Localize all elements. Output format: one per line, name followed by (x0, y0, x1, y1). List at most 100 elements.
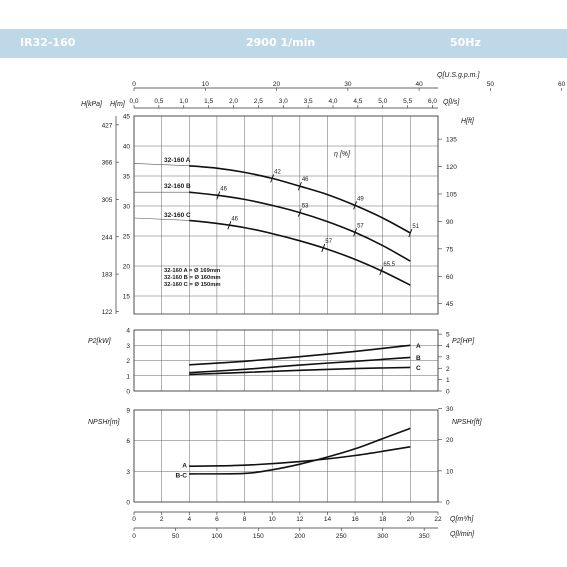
efficiency-tick (297, 208, 302, 217)
efficiency-label: 46 (302, 177, 309, 183)
usgpm-tick-label: 30 (344, 81, 352, 88)
m3h-tick-label: 20 (407, 516, 415, 523)
npsh-m-tick-label: 3 (126, 469, 130, 476)
m3h-tick-label: 4 (187, 516, 191, 523)
efficiency-tick (353, 201, 358, 210)
series-label-a: 32-160 A (164, 157, 191, 164)
power-curve-label: B (416, 355, 421, 362)
head-ft-tick-label: 45 (446, 301, 454, 308)
lmin-tick-label: 250 (336, 533, 347, 540)
impeller-legend-entry: 32-160 A = Ø 169mm (164, 268, 220, 274)
head-ft-tick-label: 75 (446, 246, 454, 253)
npsh-ft-tick-label: 0 (446, 500, 450, 507)
head-kpa-axis-label: H[kPa] (81, 101, 103, 108)
npsh-ft-tick-label: 10 (446, 468, 454, 475)
series-label-b: 32-160 B (164, 183, 191, 190)
ls-tick-label: 3,0 (279, 98, 288, 105)
head-kpa-tick-label: 305 (102, 197, 113, 204)
panel-frame (133, 115, 439, 315)
power-hp-tick-label: 1 (446, 377, 450, 384)
head-kpa-tick-label: 427 (102, 122, 113, 129)
curve-layer (133, 163, 413, 475)
panel-frame (133, 329, 439, 392)
head-ft-tick-label: 90 (446, 219, 454, 226)
npsh-curve-b-c (189, 427, 411, 475)
lmin-tick-label: 100 (211, 533, 222, 540)
efficiency-tick (353, 228, 358, 237)
head-m-tick-label: 15 (123, 294, 131, 301)
head-m-tick-label: 45 (123, 114, 131, 121)
power-kw-tick-label: 4 (126, 328, 130, 335)
ls-tick-label: 5,5 (403, 98, 412, 105)
ls-tick-label: 4,5 (353, 98, 362, 105)
ls-tick-label: 2,5 (254, 98, 263, 105)
ls-tick-label: 2,0 (229, 98, 238, 105)
power-hp-tick-label: 3 (446, 354, 450, 361)
usgpm-axis-label: Q[U.S.g.p.m.] (437, 72, 480, 79)
efficiency-label: 46 (231, 216, 238, 222)
npsh-ft-axis-label: NPSHr[ft] (452, 419, 483, 426)
power-kw-tick-label: 1 (126, 373, 130, 380)
m3h-tick-label: 10 (269, 516, 277, 523)
power-kw-axis-label: P2[kW] (88, 338, 112, 345)
head-ft-axis-label: H[ft] (461, 118, 475, 125)
npsh-m-tick-label: 9 (126, 408, 130, 415)
head-ft-tick-label: 120 (446, 164, 457, 171)
head-ft-tick-label: 60 (446, 274, 454, 281)
head-ft-tick-label: 105 (446, 191, 457, 198)
npsh-curve-a (189, 446, 411, 467)
impeller-legend-entry: 32-160 B = Ø 160mm (164, 275, 221, 281)
m3h-tick-label: 8 (243, 516, 247, 523)
frequency-label: 50Hz (450, 36, 481, 49)
head-curve-c (189, 219, 411, 286)
power-hp-axis-label: P2[HP] (452, 338, 475, 345)
usgpm-tick-label: 60 (558, 81, 566, 88)
lmin-tick-label: 50 (172, 533, 180, 540)
header-bar: IR32-160 2900 1/min 50Hz (0, 29, 567, 58)
efficiency-label: 57 (325, 239, 332, 245)
power-kw-tick-label: 2 (126, 358, 130, 365)
usgpm-tick-label: 40 (415, 81, 423, 88)
head-ft-tick-label: 135 (446, 137, 457, 144)
m3h-tick-label: 6 (215, 516, 219, 523)
head-kpa-tick-label: 366 (102, 160, 113, 167)
efficiency-label: 51 (412, 224, 419, 230)
efficiency-tick (216, 191, 221, 200)
ls-tick-label: 0,5 (154, 98, 163, 105)
npsh-ft-tick-label: 20 (446, 437, 454, 444)
label-layer: 0102030405060708090Q[U.S.g.p.m.]0,00,51,… (81, 72, 566, 540)
usgpm-tick-label: 0 (132, 81, 136, 88)
power-curve-b (189, 356, 411, 374)
panel-frame (133, 409, 439, 503)
head-m-tick-label: 35 (123, 174, 131, 181)
usgpm-tick-label: 50 (487, 81, 495, 88)
lmin-tick-label: 300 (377, 533, 388, 540)
efficiency-tick (321, 243, 326, 253)
ls-tick-label: 6,0 (428, 98, 437, 105)
m3h-tick-label: 2 (160, 516, 164, 523)
m3h-tick-label: 22 (434, 516, 442, 523)
power-curve-c (189, 366, 411, 376)
ls-tick-label: 3,5 (304, 98, 313, 105)
efficiency-tick (408, 228, 413, 238)
head-kpa-tick-label: 183 (102, 272, 113, 279)
head-curve-c-extension (133, 217, 190, 221)
lmin-axis-label: Q[l/min] (450, 531, 475, 538)
ls-tick-label: 0,0 (129, 98, 138, 105)
efficiency-tick (297, 182, 302, 191)
power-hp-tick-label: 4 (446, 343, 450, 350)
power-curve-label: A (416, 343, 421, 350)
usgpm-tick-label: 10 (202, 81, 210, 88)
power-hp-tick-label: 2 (446, 366, 450, 373)
efficiency-label: 53 (302, 204, 309, 210)
power-kw-tick-label: 0 (126, 389, 130, 396)
m3h-tick-label: 16 (351, 516, 359, 523)
head-m-axis-label: H[m] (110, 101, 126, 108)
ls-tick-label: 5,0 (378, 98, 387, 105)
speed-label: 2900 1/min (246, 36, 316, 49)
head-kpa-tick-label: 244 (102, 234, 113, 241)
power-hp-tick-label: 0 (446, 389, 450, 396)
head-m-tick-label: 25 (123, 234, 131, 241)
ls-tick-label: 1,5 (204, 98, 213, 105)
